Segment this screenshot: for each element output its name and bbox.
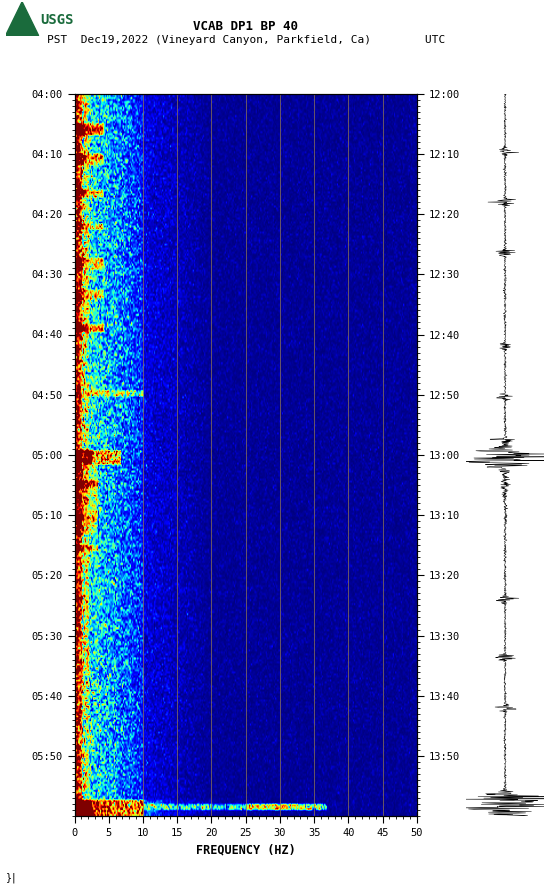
Text: PST  Dec19,2022 (Vineyard Canyon, Parkfield, Ca)        UTC: PST Dec19,2022 (Vineyard Canyon, Parkfie… [46,35,445,45]
Polygon shape [6,2,39,36]
X-axis label: FREQUENCY (HZ): FREQUENCY (HZ) [196,844,295,856]
Text: VCAB DP1 BP 40: VCAB DP1 BP 40 [193,20,298,33]
Text: }|: }| [6,872,17,883]
Text: USGS: USGS [40,13,73,28]
